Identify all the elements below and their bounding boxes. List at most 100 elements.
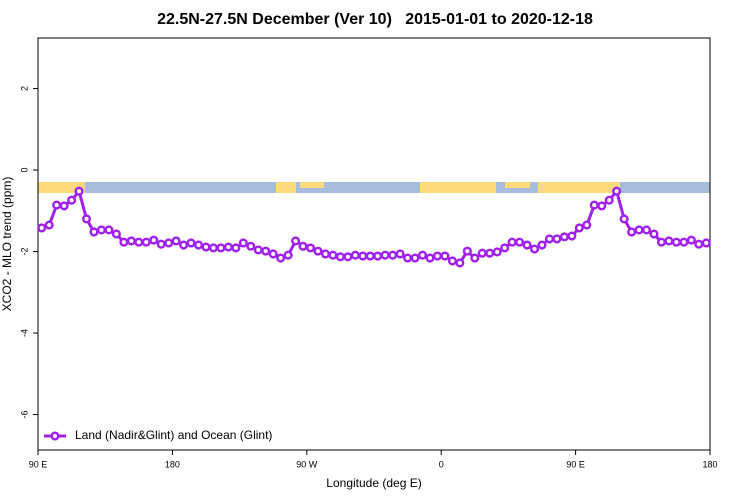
point — [485, 248, 495, 258]
point — [664, 236, 674, 246]
point — [193, 240, 204, 250]
point — [537, 240, 547, 250]
point — [403, 253, 413, 263]
y-tick-label: 0 — [19, 168, 29, 173]
x-tick-label: 180 — [702, 459, 717, 469]
point — [37, 223, 47, 233]
point — [641, 225, 652, 235]
point — [52, 200, 62, 210]
point — [149, 235, 159, 245]
point — [126, 236, 136, 246]
point — [238, 238, 248, 248]
y-tick-label: -6 — [19, 411, 29, 419]
point — [522, 240, 532, 250]
point — [462, 246, 472, 256]
point — [529, 244, 540, 254]
point — [597, 201, 607, 211]
point — [373, 251, 383, 261]
point — [544, 234, 555, 244]
point — [328, 250, 338, 260]
point — [171, 236, 181, 246]
y-tick-label: -2 — [19, 248, 29, 256]
point — [365, 251, 375, 261]
chart-title: 22.5N-27.5N December (Ver 10) 2015-01-01… — [157, 11, 593, 28]
point — [582, 220, 592, 230]
point — [417, 250, 428, 260]
point — [470, 253, 480, 263]
point — [634, 225, 644, 235]
point — [627, 227, 637, 237]
point — [74, 186, 84, 196]
point — [477, 248, 487, 258]
point — [305, 243, 316, 253]
point — [455, 258, 465, 268]
point — [261, 246, 271, 256]
y-tick-label: -4 — [19, 329, 29, 337]
point — [268, 249, 278, 259]
point — [574, 223, 584, 233]
point — [440, 251, 450, 261]
x-tick-label: 0 — [439, 459, 444, 469]
point — [134, 237, 144, 247]
point — [380, 250, 390, 260]
point — [500, 243, 510, 253]
x-tick-label: 90 E — [29, 459, 48, 469]
point — [298, 241, 308, 251]
point — [350, 250, 360, 260]
legend-marker — [50, 431, 60, 441]
point — [186, 238, 196, 248]
point — [164, 238, 174, 248]
point — [395, 249, 405, 259]
point — [283, 250, 293, 260]
point — [141, 237, 151, 247]
point — [492, 247, 502, 257]
point — [447, 256, 457, 266]
point — [44, 220, 54, 230]
point — [246, 241, 256, 251]
point — [567, 231, 577, 241]
point — [649, 229, 659, 239]
point — [104, 225, 114, 235]
point — [619, 214, 629, 224]
point — [679, 237, 689, 247]
point — [276, 253, 286, 263]
point — [686, 235, 696, 245]
y-tick-label: 2 — [19, 86, 29, 91]
point — [604, 195, 614, 205]
land-ocean-strip — [38, 182, 710, 193]
point — [694, 239, 704, 249]
point — [96, 225, 107, 235]
point — [589, 200, 599, 210]
point — [291, 236, 301, 246]
point — [358, 251, 368, 261]
point — [552, 234, 562, 244]
point — [119, 237, 129, 247]
point — [179, 240, 189, 250]
point — [671, 237, 681, 247]
point — [507, 237, 517, 247]
x-tick-label: 90 W — [296, 459, 318, 469]
point — [223, 242, 233, 252]
point — [156, 239, 166, 249]
point — [111, 229, 121, 239]
point — [612, 186, 622, 196]
point — [59, 201, 69, 211]
point — [89, 227, 99, 237]
point — [388, 250, 398, 260]
point — [67, 195, 77, 205]
point — [656, 237, 667, 247]
point — [701, 238, 711, 248]
x-tick-label: 90 E — [566, 459, 585, 469]
point — [425, 253, 435, 263]
point — [208, 243, 219, 253]
point — [559, 232, 569, 242]
point — [343, 252, 353, 262]
point — [253, 245, 263, 255]
x-tick-label: 180 — [165, 459, 180, 469]
point — [515, 237, 525, 247]
y-axis-label: XCO2 - MLO trend (ppm) — [0, 177, 14, 312]
point — [335, 252, 345, 262]
point — [432, 251, 443, 261]
point — [410, 253, 420, 263]
point — [201, 242, 211, 252]
